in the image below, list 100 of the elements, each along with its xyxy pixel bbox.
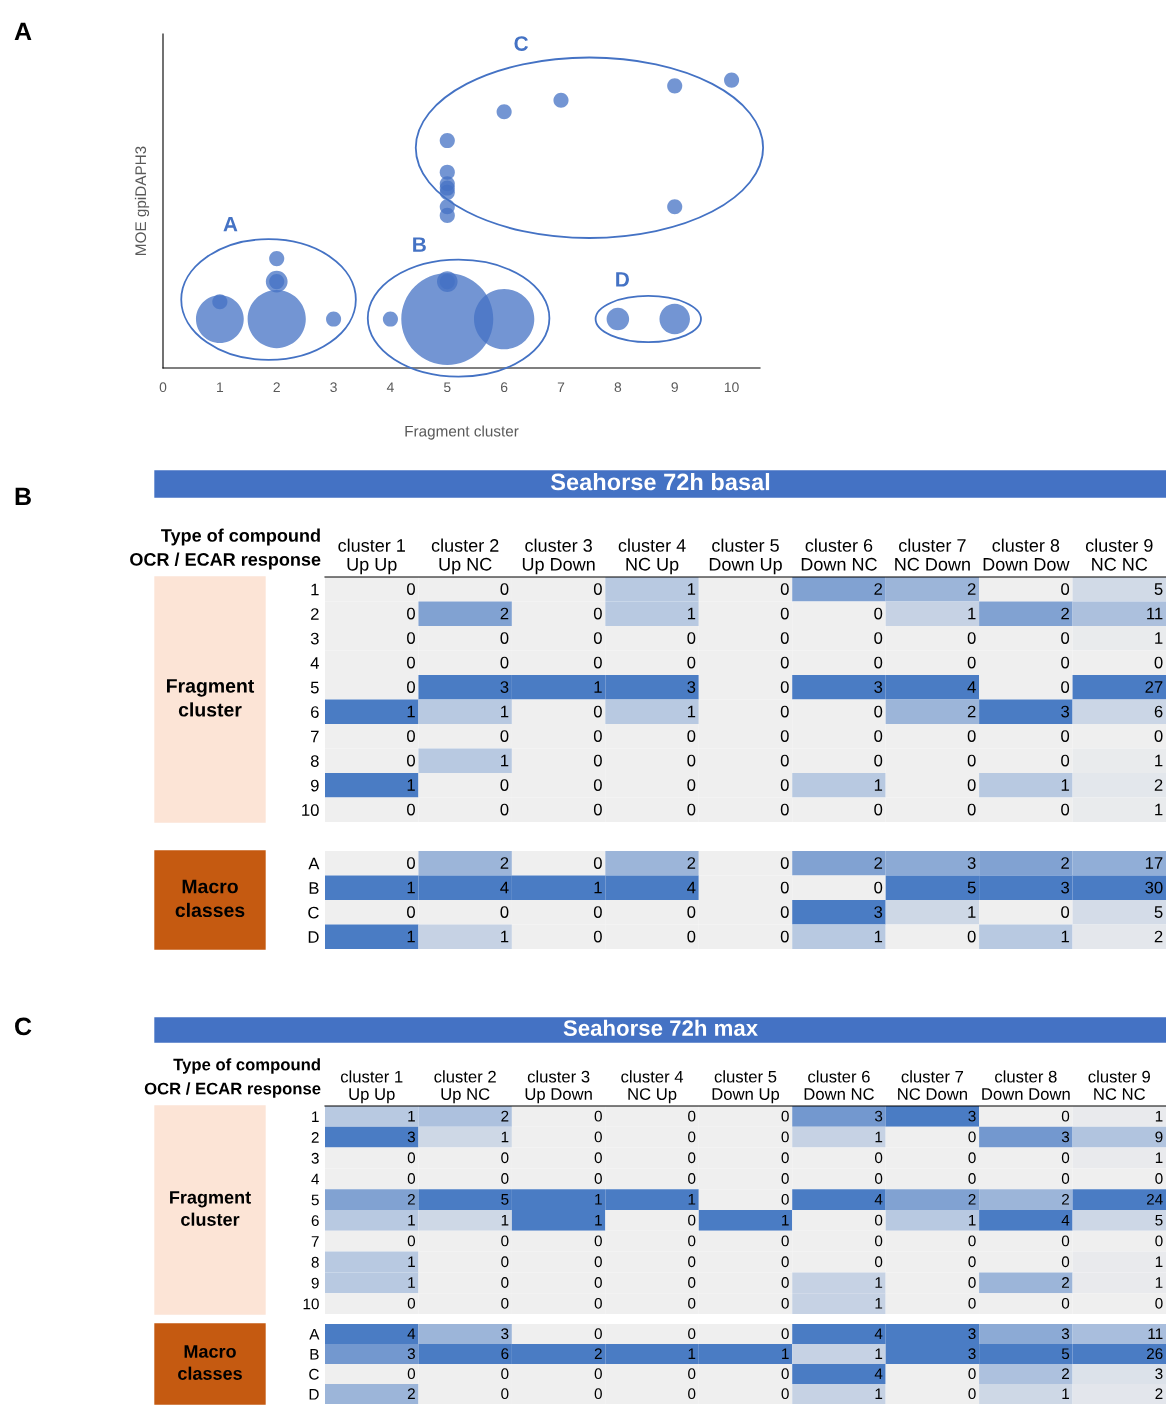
data-label: 6 [1154, 705, 1163, 718]
data-label: 0 [407, 583, 415, 595]
data-label: 0 [688, 1131, 696, 1143]
x-tick-label: cluster 5 Down Up [709, 538, 782, 575]
data-label: 1 [1155, 1110, 1163, 1122]
data-label: 0 [688, 1214, 696, 1226]
data-label: 0 [968, 1235, 976, 1247]
data-label: 5 [1154, 906, 1163, 918]
x-tick-label: cluster 5 Down Up [712, 1070, 780, 1104]
series-label: A [223, 216, 238, 232]
data-label: 0 [500, 730, 509, 742]
data-label: 0 [407, 754, 415, 767]
data-label: 26 [1146, 1348, 1163, 1360]
data-label: 3 [967, 857, 976, 869]
chart-title: Seahorse 72h max [563, 1019, 758, 1036]
x-tick-label: cluster 4 NC Up [621, 1070, 684, 1104]
data-label: 2 [1061, 607, 1069, 620]
y-tick-label: 7 [311, 1236, 319, 1247]
data-label: 0 [500, 632, 509, 644]
x-tick-label: cluster 9 NC NC [1088, 1070, 1150, 1100]
data-label: 0 [874, 705, 883, 718]
data-label: 6 [501, 1348, 509, 1360]
data-label: 0 [407, 607, 415, 620]
data-label: 0 [1061, 803, 1070, 816]
data-label: 3 [687, 681, 696, 693]
data-label: 0 [687, 754, 696, 767]
data-label: 1 [968, 607, 976, 620]
data-label: 0 [967, 779, 976, 791]
x-tick-label: cluster 6 Down NC [804, 1070, 874, 1100]
y-tick-label: 2 [311, 608, 319, 620]
data-label: 0 [501, 1235, 509, 1247]
data-label: 4 [687, 881, 696, 894]
data-label: 1 [1061, 779, 1069, 791]
data-label: 0 [407, 1368, 416, 1380]
data-label: 0 [780, 906, 789, 918]
data-label: 0 [780, 705, 789, 718]
x-tick-label: 1 [217, 382, 224, 392]
data-label: 0 [967, 930, 976, 943]
data-label: 0 [688, 1328, 696, 1340]
data-label: 0 [968, 1388, 976, 1400]
series-label: D [616, 272, 629, 287]
data-label: 2 [967, 583, 976, 595]
data-label: 11 [1148, 1328, 1163, 1339]
x-tick-label: cluster 2 Up NC [431, 538, 499, 575]
data-label: 3 [407, 1131, 415, 1143]
data-label: 0 [780, 583, 789, 595]
data-label: 0 [1061, 906, 1070, 918]
data-label: 0 [593, 930, 602, 943]
data-label: 2 [968, 1193, 976, 1205]
data-label: 3 [874, 906, 883, 918]
data-label: 0 [781, 1388, 789, 1400]
data-label: 2 [501, 1110, 509, 1122]
data-label: 0 [407, 730, 415, 742]
data-label: 0 [593, 730, 602, 742]
data-label: 1 [407, 881, 415, 894]
data-label: 0 [780, 803, 789, 816]
x-tick-label: 7 [557, 382, 565, 392]
data-label: 0 [968, 1173, 976, 1184]
data-label: 0 [1154, 730, 1163, 742]
data-label: 1 [501, 705, 509, 718]
text: Type of compound [173, 1058, 320, 1074]
data-label: 0 [968, 1152, 976, 1164]
data-label: 2 [967, 705, 976, 718]
data-label: 0 [1061, 754, 1070, 767]
data-label: 0 [501, 1152, 509, 1164]
data-label: 1 [1155, 754, 1163, 767]
x-tick-label: 9 [671, 382, 678, 393]
x-tick-label: 0 [159, 382, 167, 393]
data-label: 3 [874, 1110, 883, 1122]
data-label: 0 [593, 754, 602, 767]
data-label: 1 [501, 1131, 509, 1143]
data-label: 0 [781, 1173, 789, 1184]
data-label: 3 [1061, 1328, 1070, 1340]
y-tick-label: 9 [310, 779, 319, 792]
data-label: 2 [500, 857, 509, 869]
data-label: 0 [688, 1256, 696, 1268]
data-label: 0 [968, 1368, 976, 1380]
y-tick-label: 10 [302, 804, 319, 816]
text: Type of compound [161, 528, 320, 546]
data-label: 3 [874, 681, 883, 693]
data-label: 0 [593, 656, 602, 669]
data-label: 0 [781, 1235, 789, 1247]
data-label: 3 [500, 681, 509, 693]
x-tick-label: cluster 6 Down NC [801, 538, 877, 571]
data-label: 0 [967, 632, 976, 644]
data-label: 0 [781, 1368, 789, 1380]
y-tick-label: 5 [311, 1194, 319, 1206]
x-tick-label: 2 [273, 382, 280, 392]
data-label: 0 [1061, 1256, 1070, 1268]
data-label: 0 [1061, 1110, 1070, 1122]
data-label: 0 [874, 881, 883, 894]
data-label: 0 [500, 803, 509, 816]
data-label: 0 [874, 803, 883, 816]
data-label: 0 [780, 681, 789, 693]
data-label: 0 [968, 1131, 976, 1143]
data-label: 0 [407, 906, 415, 918]
data-label: 2 [500, 607, 509, 620]
data-label: 2 [594, 1348, 602, 1359]
data-label: 1 [408, 1256, 415, 1267]
data-label: 1 [501, 1214, 509, 1226]
